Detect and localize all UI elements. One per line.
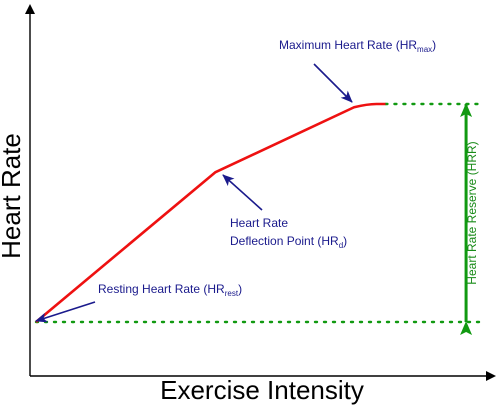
deflection-point-label-line1: Heart Rate <box>230 216 288 230</box>
maximum-heart-rate-label: Maximum Heart Rate (HRmax) <box>279 38 436 54</box>
deflection-annotation-arrow <box>222 174 263 211</box>
resting-heart-rate-label: Resting Heart Rate (HRrest) <box>98 282 242 298</box>
y-axis-label: Heart Rate <box>0 133 26 259</box>
resting-annotation-arrow <box>35 301 96 323</box>
heart-rate-curve <box>35 102 386 323</box>
deflection-point-label-line2: Deflection Point (HRd) <box>230 234 347 250</box>
heart-rate-reserve-label: Heart Rate Reserve (HRR) <box>465 141 479 284</box>
x-axis-label: Exercise Intensity <box>160 375 364 405</box>
series-layer <box>35 102 386 323</box>
maximum-annotation-arrow <box>313 63 353 103</box>
